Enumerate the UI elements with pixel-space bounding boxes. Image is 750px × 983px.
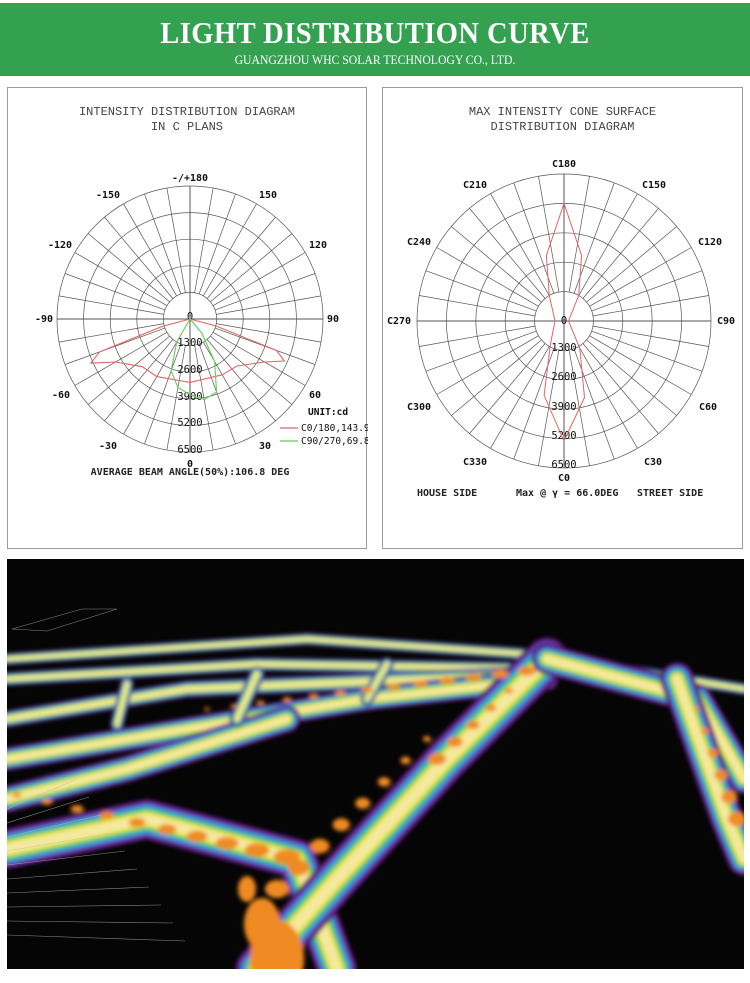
angle-label-m120: -120 [48, 240, 72, 251]
angle-label-c60: C60 [699, 402, 717, 413]
angle-label-p60: 60 [309, 390, 321, 401]
angle-label-0: 0 [187, 459, 193, 470]
angle-label-c330: C330 [463, 457, 487, 468]
right-panel-title-line1: MAX INTENSITY CONE SURFACE [468, 105, 657, 119]
angle-label-180: -/+180 [172, 173, 208, 184]
angle-label-c90: C90 [717, 316, 735, 327]
illuminance-render-image [7, 559, 744, 969]
false-color-road-render [7, 608, 744, 969]
ring-label-2600: 2600 [551, 371, 576, 383]
angle-label-m90: -90 [35, 314, 53, 325]
ring-label-5200: 5200 [551, 430, 576, 442]
ring-label-0: 0 [561, 315, 567, 327]
beam-angle-footer: AVERAGE BEAM ANGLE(50%):106.8 DEG [91, 467, 290, 478]
left-panel-title-line2: IN C PLANS [150, 120, 223, 134]
angle-label-c180: C180 [552, 159, 576, 170]
header-banner: LIGHT DISTRIBUTION CURVE GUANGZHOU WHC S… [0, 3, 750, 76]
ring-label-6500: 6500 [177, 444, 202, 456]
angle-label-c270: C270 [387, 316, 411, 327]
intensity-distribution-panel: INTENSITY DISTRIBUTION DIAGRAM IN C PLAN… [7, 87, 368, 549]
angle-label-c120: C120 [698, 237, 722, 248]
angle-label-p90: 90 [327, 314, 339, 325]
angle-label-p150: 150 [259, 190, 277, 201]
angle-label-m150: -150 [96, 190, 120, 201]
angle-label-c240: C240 [407, 237, 431, 248]
c0-180-curve [89, 318, 286, 383]
unit-label: UNIT:cd [308, 407, 348, 418]
angle-label-m60: -60 [52, 390, 70, 401]
angle-label-c30: C30 [644, 457, 662, 468]
legend-c0-180: C0/180,143.9 [301, 423, 368, 434]
ring-label-3900: 3900 [551, 401, 576, 413]
right-panel-title-line2: DISTRIBUTION DIAGRAM [490, 120, 635, 134]
max-gamma-label: Max @ γ = 66.0DEG [516, 488, 618, 499]
page-title: LIGHT DISTRIBUTION CURVE [160, 15, 590, 50]
angle-label-c150: C150 [642, 180, 666, 191]
intensity-polar-chart: -/+180 -150 150 -120 120 -90 90 -60 60 -… [35, 173, 368, 478]
cone-surface-panel: MAX INTENSITY CONE SURFACE DISTRIBUTION … [382, 87, 743, 549]
ring-label-0: 0 [187, 311, 193, 323]
legend-c90-270: C90/270,69.8 [301, 436, 368, 447]
ring-label-6500: 6500 [551, 459, 576, 471]
ring-label-1300: 1300 [177, 337, 202, 349]
ring-label-5200: 5200 [177, 417, 202, 429]
ring-label-1300: 1300 [551, 342, 576, 354]
c90-270-curve [170, 318, 218, 401]
house-side-label: HOUSE SIDE [417, 488, 477, 499]
angle-label-c300: C300 [407, 402, 431, 413]
company-name: GUANGZHOU WHC SOLAR TECHNOLOGY CO., LTD. [234, 52, 516, 67]
angle-label-m30: -30 [99, 441, 117, 452]
cone-polar-chart: C180 C210 C150 C240 C120 C270 C90 C300 C… [387, 159, 735, 499]
angle-label-c0: C0 [558, 473, 570, 484]
cone-curve [543, 201, 586, 442]
street-side-label: STREET SIDE [637, 488, 703, 499]
ring-label-3900: 3900 [177, 391, 202, 403]
angle-label-p120: 120 [309, 240, 327, 251]
ring-label-2600: 2600 [177, 364, 202, 376]
angle-label-p30: 30 [259, 441, 271, 452]
left-panel-title-line1: INTENSITY DISTRIBUTION DIAGRAM [78, 105, 296, 119]
angle-label-c210: C210 [463, 180, 487, 191]
